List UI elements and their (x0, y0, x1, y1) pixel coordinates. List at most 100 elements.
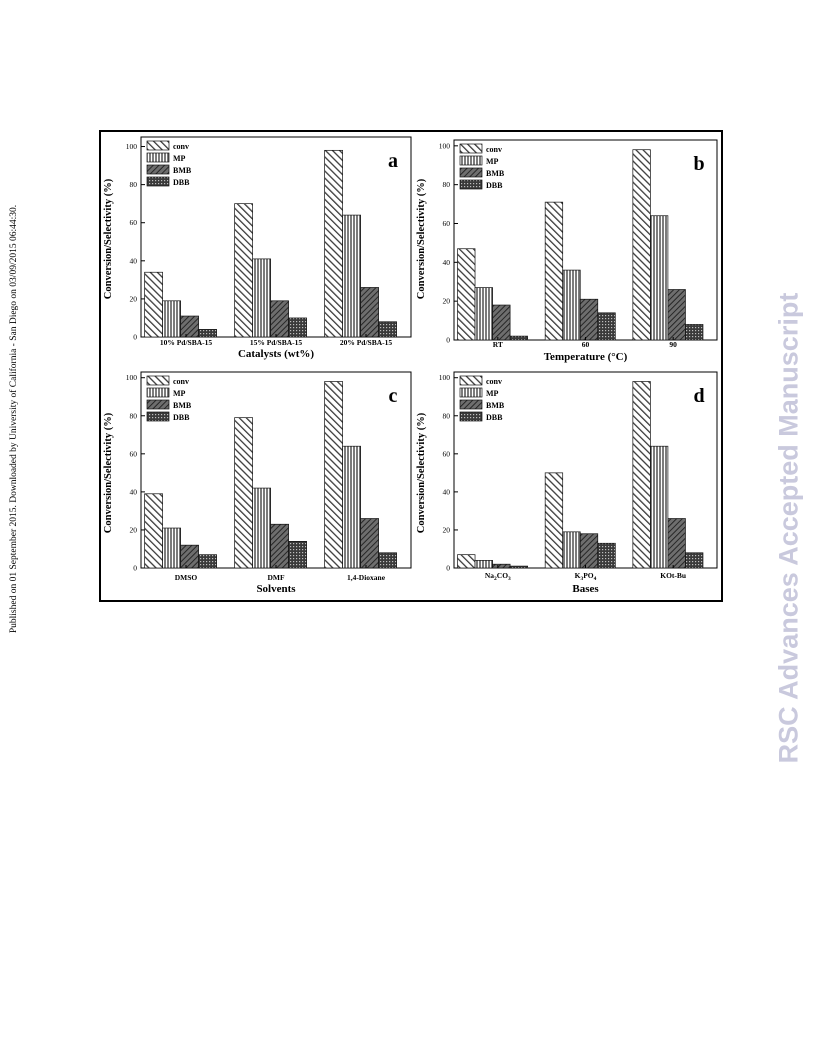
y-tick-label: 0 (446, 336, 450, 345)
category-label: DMF (267, 573, 284, 582)
legend-swatch-conv (459, 143, 483, 154)
legend-label-BMB: BMB (173, 401, 192, 410)
panel-d: 0 20 40 60 80 100 Na2CO3 K3PO4 KOt-Bu Bases Conver… (416, 371, 718, 595)
y-axis-label: Conversion/Selectivity (%) (416, 412, 427, 533)
legend-swatch-MP (459, 155, 483, 166)
legend-label-MP: MP (486, 157, 499, 166)
legend-label-MP: MP (486, 389, 499, 398)
bar-conv-2 (632, 381, 651, 569)
legend-label-DBB: DBB (486, 181, 503, 190)
category-label: K3PO4 (575, 571, 597, 582)
legend-swatch-MP (459, 387, 483, 398)
y-axis-label: Conversion/Selectivity (%) (103, 178, 114, 299)
bar-DBB-1 (288, 541, 307, 569)
legend-swatch-MP (146, 152, 170, 163)
legend-swatch-BMB (146, 399, 170, 410)
y-tick-label: 60 (130, 218, 138, 227)
category-label: 15% Pd/SBA-15 (250, 338, 303, 347)
legend-swatch-conv (459, 375, 483, 386)
y-tick-label: 80 (443, 411, 451, 420)
legend-label-DBB: DBB (173, 178, 190, 187)
bar-DBB-0 (509, 335, 528, 341)
panel-a: 0 20 40 60 80 100 10% Pd/SBA-15 15% Pd/SBA-15 20… (103, 136, 412, 360)
panel-label: c (389, 385, 398, 407)
legend-label-conv: conv (486, 377, 502, 386)
y-axis-label: Conversion/Selectivity (%) (416, 178, 427, 299)
legend-swatch-DBB (459, 411, 483, 422)
x-axis-label: Solvents (256, 583, 296, 595)
bar-conv-1 (234, 417, 253, 569)
category-label: 90 (669, 340, 677, 349)
journal-watermark: RSC Advances Accepted Manuscript (773, 292, 804, 764)
bar-conv-0 (144, 493, 163, 569)
panel-b: 0 20 40 60 80 100 RT 60 90 Temperature (°C) Conver… (416, 139, 718, 363)
legend-label-conv: conv (173, 377, 189, 386)
panel-label: d (693, 385, 704, 407)
y-tick-label: 20 (443, 525, 451, 534)
bar-MP-0 (474, 287, 493, 341)
bar-DBB-1 (288, 317, 307, 338)
legend-swatch-DBB (459, 179, 483, 190)
y-tick-label: 80 (130, 411, 138, 420)
bar-BMB-1 (579, 533, 599, 569)
bar-BMB-2 (667, 518, 686, 569)
y-tick-label: 40 (130, 487, 138, 496)
bar-DBB-0 (198, 329, 217, 338)
bar-conv-1 (234, 203, 253, 338)
legend-label-BMB: BMB (173, 166, 192, 175)
panel-c: 0 20 40 60 80 100 DMSO DMF 1,4-Dioxane Solvents Co… (103, 371, 412, 595)
figure-canvas: 0 20 40 60 80 100 10% Pd/SBA-15 15% Pd/SBA-15 20… (103, 136, 718, 595)
bar-DBB-2 (685, 324, 704, 341)
y-tick-label: 60 (443, 219, 451, 228)
bar-BMB-2 (360, 518, 379, 569)
category-label: DMSO (175, 573, 198, 582)
bar-BMB-2 (667, 289, 686, 341)
x-axis-label: Bases (572, 583, 599, 595)
bar-MP-2 (650, 445, 669, 569)
category-label: KOt-Bu (660, 571, 686, 580)
legend-swatch-conv (146, 375, 170, 386)
y-tick-label: 100 (439, 141, 451, 150)
y-tick-label: 100 (126, 373, 138, 382)
panel-label: a (388, 150, 398, 172)
bar-BMB-2 (360, 287, 379, 338)
y-axis-label: Conversion/Selectivity (%) (103, 412, 114, 533)
bar-conv-1 (544, 472, 564, 569)
y-tick-label: 0 (446, 564, 450, 573)
bar-DBB-2 (685, 552, 704, 569)
bar-MP-1 (252, 487, 271, 569)
legend-label-MP: MP (173, 389, 186, 398)
y-tick-label: 40 (443, 258, 451, 267)
y-tick-label: 0 (133, 333, 137, 342)
bar-conv-2 (324, 381, 343, 569)
y-tick-label: 40 (130, 256, 138, 265)
category-label: 20% Pd/SBA-15 (340, 338, 393, 347)
bar-MP-2 (342, 214, 361, 338)
figure-frame: 0 20 40 60 80 100 10% Pd/SBA-15 15% Pd/SBA-15 20… (99, 130, 723, 602)
y-tick-label: 20 (443, 297, 451, 306)
y-tick-label: 60 (443, 449, 451, 458)
y-tick-label: 100 (439, 373, 451, 382)
x-axis-label: Catalysts (wt%) (238, 348, 314, 360)
bar-DBB-2 (378, 552, 397, 569)
bar-conv-2 (324, 149, 343, 338)
bar-BMB-0 (180, 544, 199, 569)
y-tick-label: 40 (443, 487, 451, 496)
legend-swatch-conv (146, 140, 170, 151)
bar-MP-0 (474, 560, 493, 569)
bar-MP-1 (252, 258, 271, 338)
bar-MP-0 (162, 300, 181, 338)
legend-swatch-DBB (146, 411, 170, 422)
bar-MP-1 (562, 531, 581, 569)
bar-conv-1 (544, 201, 564, 341)
bar-MP-0 (162, 527, 181, 569)
legend-label-MP: MP (173, 154, 186, 163)
bar-conv-2 (632, 149, 651, 341)
bar-conv-0 (144, 271, 163, 338)
legend-swatch-BMB (459, 167, 483, 178)
bar-BMB-0 (492, 563, 511, 569)
legend-label-BMB: BMB (486, 401, 505, 410)
bar-MP-2 (650, 215, 669, 341)
bar-MP-2 (342, 445, 361, 569)
category-label: Na2CO3 (485, 571, 511, 582)
